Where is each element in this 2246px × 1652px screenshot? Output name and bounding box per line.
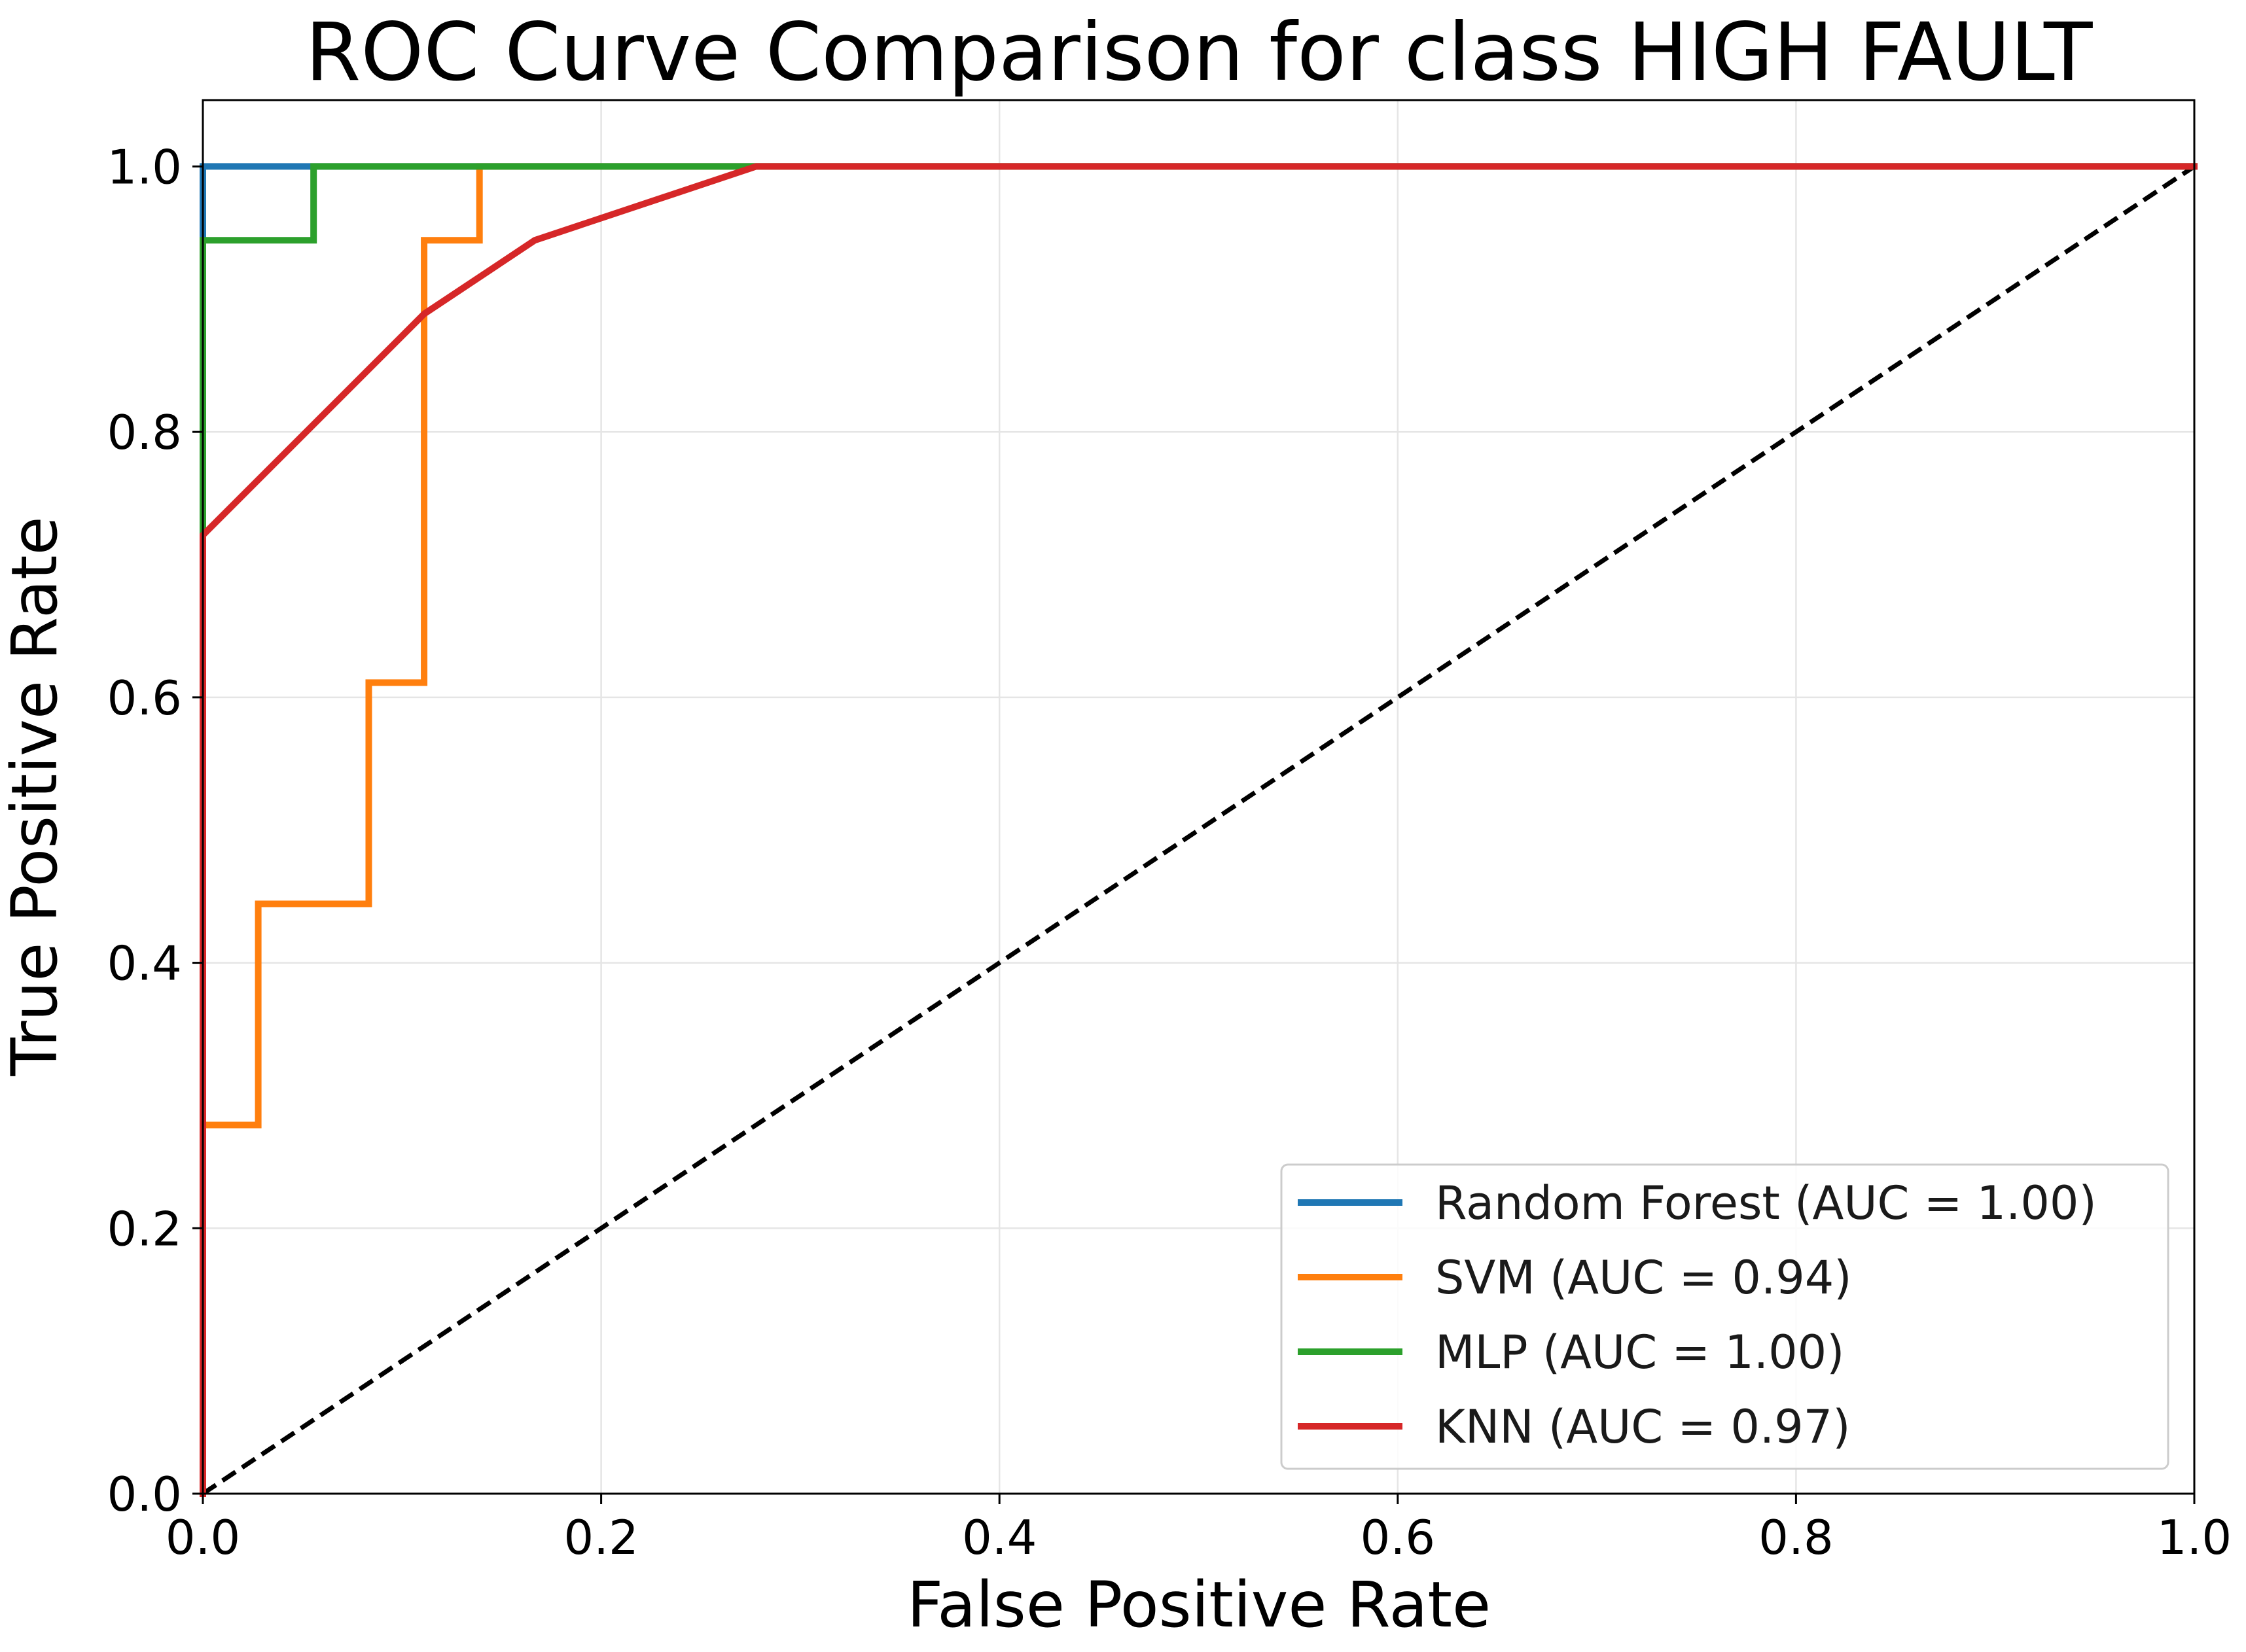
x-tick-label: 1.0: [2157, 1510, 2232, 1565]
reference-line-layer: [202, 164, 2196, 1496]
legend-entry-label: Random Forest (AUC = 1.00): [1435, 1176, 2097, 1230]
y-tick-label: 0.0: [107, 1467, 182, 1522]
legend-entry-label: SVM (AUC = 0.94): [1435, 1251, 1852, 1305]
legend-entry-label: MLP (AUC = 1.00): [1435, 1326, 1845, 1379]
reference-diagonal-line: [202, 164, 2196, 1496]
x-tick-label: 0.8: [1758, 1510, 1834, 1565]
y-tick-label: 0.6: [107, 671, 182, 726]
chart-title: ROC Curve Comparison for class HIGH FAUL…: [305, 6, 2093, 99]
x-tick-label: 0.6: [1361, 1510, 1436, 1565]
x-tick-label: 0.4: [962, 1510, 1037, 1565]
x-axis-label: False Positive Rate: [907, 1568, 1491, 1642]
y-axis-label: True Positive Rate: [0, 516, 71, 1076]
y-tick-label: 0.8: [107, 405, 182, 460]
legend-entry-label: KNN (AUC = 0.97): [1435, 1400, 1851, 1454]
x-tick-label: 0.2: [563, 1510, 639, 1565]
legend: Random Forest (AUC = 1.00) SVM (AUC = 0.9…: [1280, 1163, 2169, 1470]
y-tick-label: 1.0: [107, 139, 182, 194]
ticks: 0.0 0.2 0.4 0.6 0.8 1.0 0.0 0.2 0.4 0.6 0.8 1.0: [107, 139, 2232, 1565]
legend-box: [1280, 1163, 2169, 1470]
y-tick-label: 0.4: [107, 936, 182, 991]
x-tick-label: 0.0: [166, 1510, 241, 1565]
grid: [202, 100, 2196, 1495]
plot-frame: [202, 99, 2196, 1495]
y-tick-label: 0.2: [107, 1201, 182, 1256]
series-line-1: [200, 163, 2198, 1497]
